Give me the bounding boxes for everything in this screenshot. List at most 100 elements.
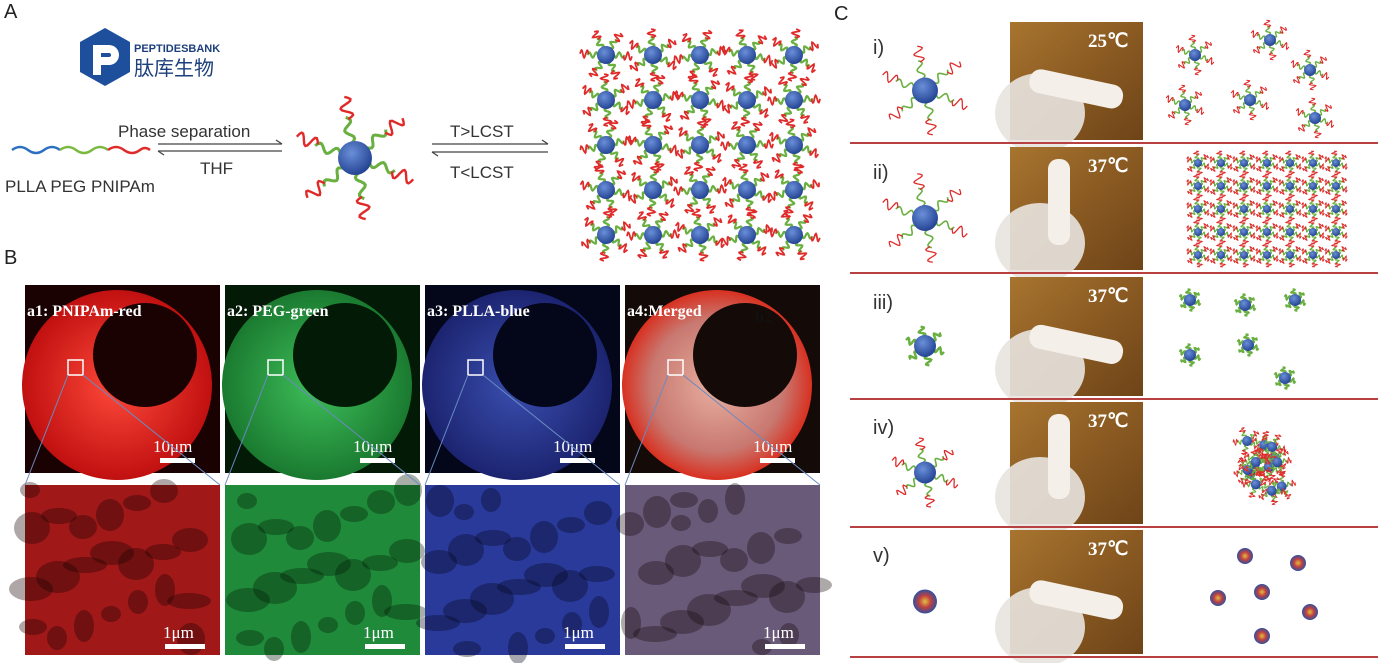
arrows-1 <box>157 139 283 156</box>
peg-arm <box>1272 467 1279 473</box>
peg-arm <box>657 130 667 141</box>
texture <box>258 519 294 535</box>
peg-arm <box>774 97 787 106</box>
pnipam-arm <box>1251 435 1257 444</box>
peg-arm <box>1241 431 1248 438</box>
texture <box>19 619 47 635</box>
peg-arm <box>706 235 719 244</box>
peg-arm <box>633 138 647 148</box>
peg-arm <box>777 42 789 52</box>
peg-arm <box>1250 474 1257 481</box>
peg-arm <box>1281 457 1288 464</box>
peg-arm <box>1275 487 1283 494</box>
texture <box>286 526 314 550</box>
core <box>738 226 756 244</box>
pnipam-arm <box>1261 219 1269 225</box>
peg-arm <box>1278 475 1285 483</box>
nucleus <box>293 303 397 407</box>
pnipam-arm <box>675 148 685 159</box>
pnipam-arm <box>1284 493 1292 500</box>
pnipam-arm <box>1284 196 1292 202</box>
pnipam-arm <box>720 45 731 56</box>
peg-arm <box>1196 165 1202 172</box>
peg-arm <box>745 216 754 229</box>
peg-arm <box>1332 223 1338 230</box>
pnipam-arm <box>636 211 648 221</box>
scale-bar <box>760 458 795 463</box>
zoom-image <box>625 485 820 655</box>
peg-arm <box>901 96 917 112</box>
peg-arm <box>1332 200 1338 207</box>
pnipam-arm <box>658 211 669 222</box>
peg-arm <box>753 190 766 199</box>
peg-arm <box>706 97 720 107</box>
pnipam-arm <box>1186 248 1192 255</box>
pnipam-arm <box>390 168 415 185</box>
pnipam-arm <box>759 107 769 119</box>
cool-label: T<LCST <box>450 163 514 182</box>
pnipam-arm <box>691 208 702 219</box>
pnipam-arm <box>1256 165 1262 173</box>
texture <box>41 508 77 524</box>
pnipam-arm <box>1273 163 1279 170</box>
core <box>644 136 662 154</box>
peg-arm <box>609 150 620 161</box>
pnipam-arm <box>724 197 735 208</box>
texture <box>779 623 799 647</box>
peg-arm <box>733 59 743 70</box>
pnipam-arm <box>1341 245 1347 253</box>
aggregate <box>1302 604 1318 620</box>
pnipam-arm <box>619 83 630 94</box>
pnipam-arm <box>1263 19 1272 28</box>
pnipam-arm <box>1215 173 1223 179</box>
pnipam-arm <box>295 131 320 148</box>
peg-arm <box>1193 59 1200 70</box>
pnipam-arm <box>1268 52 1277 61</box>
peg-arm <box>1190 232 1196 238</box>
peg-arm <box>731 193 742 203</box>
peg-arm <box>736 151 746 163</box>
pnipam-arm <box>654 74 666 85</box>
peg-arm <box>639 84 650 95</box>
pnipam-arm <box>738 163 749 174</box>
texture <box>508 632 528 663</box>
peg-arm <box>1338 180 1344 186</box>
pnipam-arm <box>1193 67 1202 76</box>
peg-arm <box>601 242 610 255</box>
pnipam-arm <box>1219 262 1227 268</box>
peg-arm <box>656 105 667 116</box>
pnipam-arm <box>355 195 371 221</box>
pnipam-arm <box>1308 97 1317 106</box>
pnipam-arm <box>1295 222 1301 230</box>
texture <box>638 561 674 585</box>
pnipam-arm <box>1242 262 1250 268</box>
pnipam-arm <box>1242 465 1250 473</box>
pnipam-arm <box>752 121 763 132</box>
pnipam-arm <box>1210 257 1216 265</box>
pnipam-arm <box>673 90 684 101</box>
peg-arm <box>1328 232 1334 238</box>
peg-arm <box>1236 338 1244 347</box>
pnipam-arm <box>1296 163 1302 170</box>
texture <box>747 532 775 564</box>
texture <box>20 482 40 498</box>
peg-arm <box>1196 188 1202 195</box>
peg-arm <box>1310 103 1317 114</box>
texture <box>389 539 425 563</box>
texture <box>752 639 772 655</box>
peg-arm <box>1223 203 1229 209</box>
peg-arm <box>613 50 626 59</box>
peg-arm <box>1219 211 1225 218</box>
pnipam-arm <box>1272 176 1278 184</box>
pnipam-arm <box>581 238 591 249</box>
pnipam-arm <box>1341 176 1347 184</box>
texture <box>453 641 481 657</box>
pnipam-arm <box>743 73 754 84</box>
peg-arm <box>1332 246 1338 253</box>
pnipam-arm <box>1326 119 1335 129</box>
aggregate <box>1254 584 1270 600</box>
core <box>644 181 662 199</box>
peg-arm <box>1288 165 1294 172</box>
peg-arm <box>1219 188 1225 195</box>
pnipam-arm <box>1302 211 1308 219</box>
